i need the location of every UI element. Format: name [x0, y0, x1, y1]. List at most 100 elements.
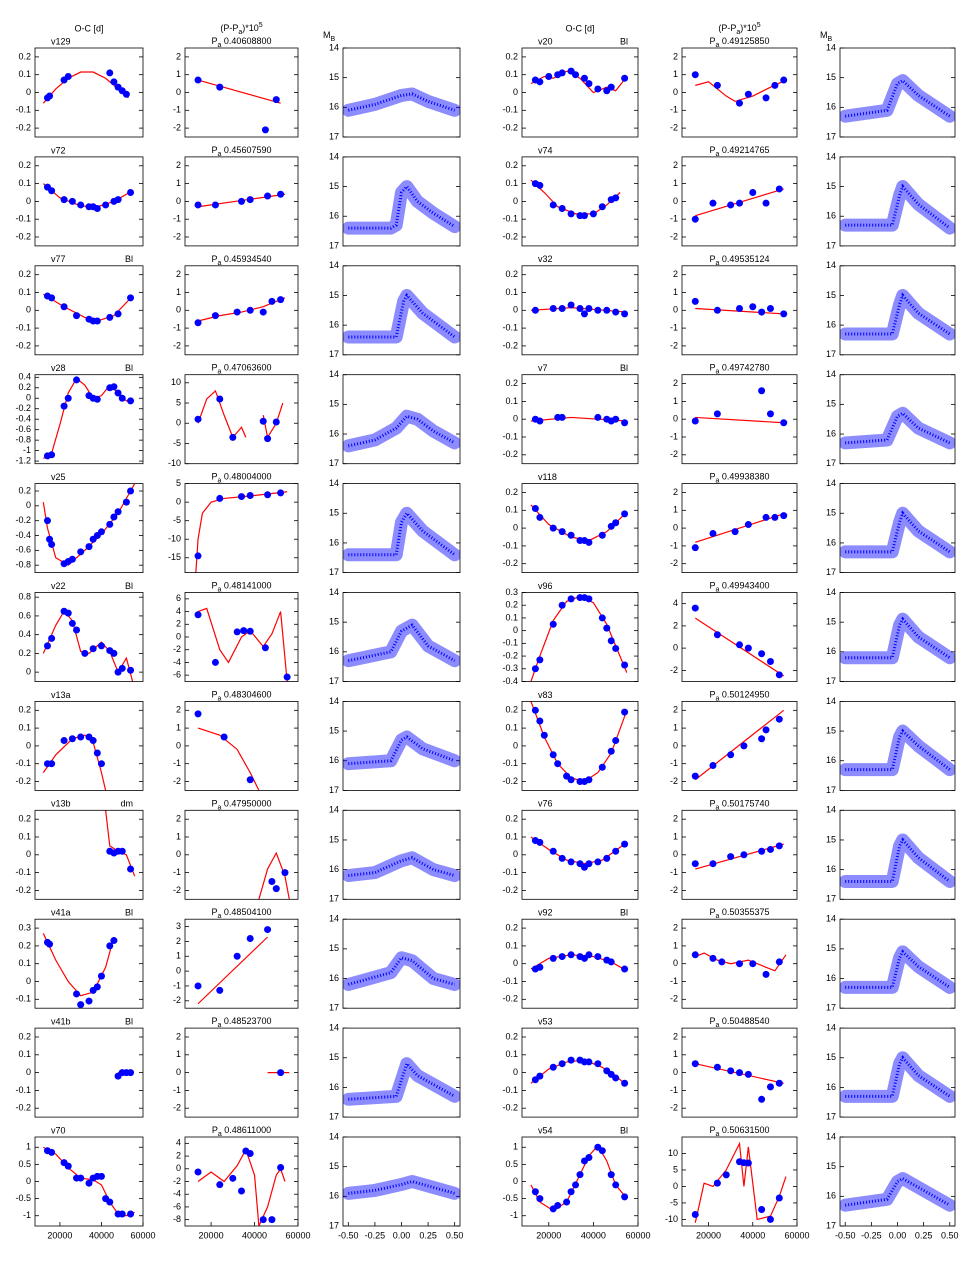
data-point: [264, 435, 272, 443]
y-tick-label: 2: [176, 269, 181, 279]
period-label-part: a: [218, 804, 222, 811]
y-tick-label: -0.1: [502, 431, 518, 441]
period-label-part: 0.48004000: [221, 472, 271, 482]
y-tick-label: 16: [826, 211, 836, 221]
panel: 0 0.2 0.4 0.6 0.8 v22 Bl: [18, 581, 144, 682]
period-label-part: P: [212, 254, 218, 264]
y-tick-label: 0: [513, 87, 518, 97]
y-tick-label: 0: [673, 522, 678, 532]
data-point: [589, 210, 597, 218]
frame: [521, 47, 639, 138]
y-tick-label: 0: [26, 305, 31, 315]
period-label-part: 0.50175740: [719, 799, 769, 809]
period-label-part: 0.48611000: [222, 1125, 271, 1135]
plot-area: [691, 709, 785, 781]
plot-area: [194, 926, 272, 1005]
y-tick-label: 15: [329, 72, 339, 82]
data-point: [621, 965, 629, 973]
y-tick-label: 15: [329, 181, 339, 191]
frame: [521, 1027, 639, 1118]
period-label-part: a: [716, 804, 720, 811]
panel: -0.2 -0.1 0 0.1 0.2 v53: [502, 1016, 639, 1118]
panel: -2 -1 0 1 2 Pa 0.50488540: [670, 1016, 798, 1118]
data-point: [775, 842, 783, 850]
data-point: [211, 312, 219, 320]
y-tick-label: 0: [673, 414, 678, 424]
plot-area: [840, 612, 955, 665]
y-tick-label: 0: [513, 958, 518, 968]
y-tick-label: 0.1: [18, 287, 31, 297]
data-point: [775, 715, 783, 723]
data-point: [43, 517, 51, 525]
y-tick-label: 17: [329, 131, 339, 141]
y-tick-label: -4: [173, 657, 181, 667]
plot-area: [194, 76, 281, 134]
data-point: [594, 413, 602, 421]
y-tick-label: 2: [176, 1031, 181, 1041]
plot-area: [530, 413, 629, 427]
data-point: [194, 552, 202, 560]
plot-area: [691, 951, 787, 978]
frame: [521, 156, 639, 247]
data-point: [268, 297, 276, 305]
data-point: [127, 666, 135, 674]
data-point: [567, 301, 575, 309]
data-point: [567, 858, 575, 866]
period-label-part: a: [716, 151, 720, 158]
data-point: [268, 1216, 276, 1224]
panel: 14 15 16 17: [329, 805, 461, 904]
data-point: [736, 1069, 743, 1077]
y-tick-label: -1: [510, 1210, 518, 1220]
data-point: [85, 997, 93, 1005]
y-tick-label: -15: [168, 552, 181, 562]
panel: -2 -1 0 1 2 Pa 0.49535124: [670, 254, 798, 356]
y-tick-label: 17: [329, 349, 339, 359]
data-point: [691, 604, 699, 612]
plot-area: [194, 190, 286, 209]
y-tick-label: 1: [673, 505, 678, 515]
data-point: [73, 376, 81, 384]
plot-area: [343, 506, 460, 562]
x-tick-label: -0.50: [338, 1230, 359, 1240]
plot-area: [530, 701, 629, 785]
y-tick-label: -1: [23, 1210, 31, 1220]
data-point: [233, 628, 241, 636]
y-tick-label: -10: [168, 458, 181, 468]
frame: [521, 918, 639, 1009]
y-tick-label: -0.2: [15, 403, 31, 413]
panel: 14 15 16 17 MB: [323, 30, 461, 141]
y-tick-label: -0.2: [502, 650, 518, 660]
y-tick-label: 0.1: [505, 69, 518, 79]
x-tick-label: -0.25: [365, 1230, 386, 1240]
y-tick-label: -2: [670, 558, 678, 568]
data-point: [594, 85, 602, 93]
data-point: [762, 970, 770, 978]
data-point: [691, 297, 699, 305]
data-point: [749, 189, 757, 196]
frame: [839, 809, 956, 900]
period-label-part: P: [710, 690, 716, 700]
y-tick-label: 2: [673, 269, 678, 279]
data-point: [567, 951, 575, 959]
panel: -0.2 -0.1 0 0.1 0.2 v20 Bl O-C [d]: [502, 23, 639, 138]
data-point: [549, 954, 557, 962]
y-tick-label: 17: [826, 785, 836, 795]
plot-area: [343, 288, 460, 344]
panel: -0.2 -0.1 0 0.1 0.2 v77 Bl: [15, 254, 144, 356]
panel: -2 -1 0 1 2 Pa 0.50175740: [670, 799, 798, 900]
data-point: [736, 305, 743, 313]
panel: -6 -4 -2 0 2 4 6 Pa 0.48141000: [173, 581, 299, 682]
y-tick-label: -0.4: [502, 676, 518, 686]
data-point: [536, 78, 544, 86]
frame: [34, 1027, 144, 1118]
data-point: [749, 960, 757, 968]
data-point: [713, 1063, 721, 1071]
y-tick-label: -1: [670, 976, 678, 986]
y-tick-label: 2: [176, 936, 181, 946]
light-curve: [840, 506, 955, 559]
plot-area: [840, 833, 955, 888]
y-tick-label: -1: [670, 105, 678, 115]
y-tick-label: -0.8: [15, 560, 31, 570]
frame: [521, 1136, 639, 1227]
y-tick-label: -1: [670, 431, 678, 441]
